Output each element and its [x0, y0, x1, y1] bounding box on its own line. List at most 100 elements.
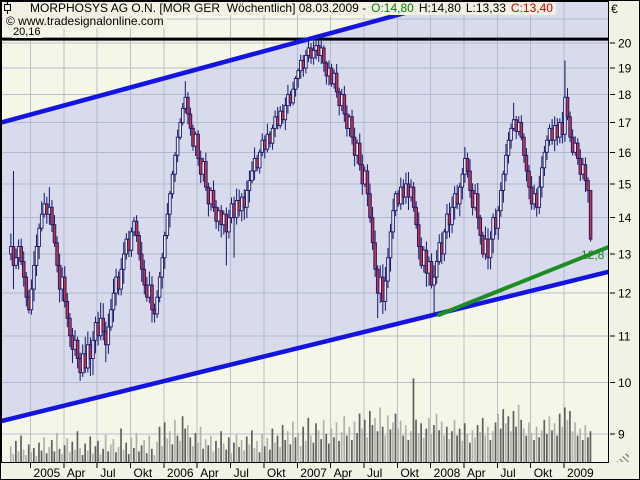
- volume-bar: [215, 440, 217, 462]
- candle-body: [32, 264, 36, 290]
- volume-bar: [209, 435, 212, 462]
- volume-bar: [394, 413, 397, 462]
- candle-body: [432, 276, 436, 286]
- volume-bar: [343, 416, 346, 462]
- volume-bar: [176, 435, 179, 462]
- volume-bar: [266, 438, 269, 462]
- volume-bar: [271, 428, 274, 462]
- candle-body: [186, 96, 190, 115]
- volume-bar: [50, 440, 53, 462]
- candle-body: [111, 292, 116, 311]
- candle-body: [373, 242, 377, 270]
- candle-body: [68, 317, 72, 337]
- volume-bar: [217, 447, 220, 462]
- volume-bar: [589, 431, 592, 462]
- volume-bar: [535, 426, 538, 462]
- candle-body: [24, 276, 29, 298]
- volume-bar: [345, 435, 348, 462]
- volume-bar: [9, 446, 12, 462]
- volume-bar: [576, 435, 579, 462]
- volume-bar: [312, 442, 315, 462]
- volume-bar: [220, 431, 222, 462]
- volume-bar: [410, 431, 412, 462]
- candle-body: [122, 253, 126, 270]
- candle-body: [250, 170, 254, 182]
- volume-bar: [133, 447, 135, 462]
- volume-bar: [248, 444, 251, 462]
- volume-bar: [322, 419, 325, 462]
- candle-body: [475, 193, 480, 219]
- volume-bar: [530, 432, 533, 462]
- candle-body: [227, 217, 231, 233]
- volume-bar: [461, 440, 464, 462]
- volume-bar: [307, 418, 310, 462]
- volume-bar: [540, 430, 543, 462]
- volume-bar: [174, 419, 176, 462]
- volume-bar: [443, 435, 446, 462]
- candle-body: [522, 136, 526, 156]
- resistance-price-label: 20,16: [12, 26, 42, 38]
- date-axis-label: Okt: [134, 466, 153, 480]
- candle-body: [91, 339, 95, 359]
- trendline[interactable]: [1, 1, 608, 125]
- date-axis-label: Apr: [334, 466, 353, 480]
- volume-bar: [425, 428, 428, 462]
- volume-bar: [463, 423, 466, 462]
- candle-body: [370, 217, 375, 244]
- volume-bar: [507, 416, 510, 462]
- volume-bar: [156, 441, 158, 462]
- volume-bar: [25, 454, 27, 462]
- candlestick-series: [9, 37, 593, 381]
- candle-body: [411, 186, 416, 208]
- volume-bar: [22, 449, 25, 462]
- open-value: O:14,80: [371, 1, 414, 15]
- volume-bar: [91, 453, 94, 462]
- volume-bar: [192, 446, 194, 462]
- volume-bar: [17, 451, 20, 462]
- candle-body: [304, 54, 308, 69]
- volume-bar: [499, 428, 502, 462]
- volume-bar: [474, 437, 476, 462]
- plot-area[interactable]: [1, 1, 608, 462]
- volume-bar: [563, 407, 566, 462]
- candle-body: [545, 139, 549, 153]
- candle-body: [519, 122, 524, 138]
- resize-grip-icon[interactable]: [616, 451, 629, 462]
- volume-bar: [227, 437, 230, 462]
- volume-bar: [76, 431, 79, 462]
- volume-bar: [53, 451, 56, 462]
- candle-body: [163, 235, 167, 259]
- candle-body: [565, 96, 570, 118]
- volume-bar: [102, 448, 104, 462]
- volume-bar: [484, 435, 487, 462]
- volume-bar: [353, 421, 356, 462]
- candle-body: [496, 210, 501, 229]
- candle-body: [137, 235, 141, 255]
- volume-bar: [230, 453, 233, 462]
- candle-body: [334, 72, 339, 93]
- volume-bar: [433, 425, 435, 462]
- candle-body: [429, 261, 434, 286]
- candle-body: [188, 113, 193, 129]
- trend-channel-fill: [1, 1, 608, 422]
- candle-body: [465, 157, 470, 172]
- candle-body: [245, 190, 249, 208]
- volume-bar: [502, 409, 505, 462]
- price-axis-label: 10: [618, 376, 632, 390]
- volume-bar: [153, 454, 156, 462]
- trendline[interactable]: [437, 245, 608, 317]
- volume-bar: [374, 418, 376, 462]
- volume-bar: [338, 440, 340, 462]
- volume-bar: [66, 438, 69, 462]
- volume-bar: [427, 418, 430, 462]
- flag-icon: [4, 1, 25, 28]
- candle-body: [501, 173, 506, 191]
- candle-body: [50, 206, 54, 226]
- trendline-price-label: 12,8: [581, 248, 605, 262]
- volume-bar: [543, 419, 546, 462]
- trendline[interactable]: [1, 269, 608, 424]
- candle-body: [488, 238, 493, 259]
- volume-bar: [145, 453, 148, 462]
- volume-bar: [494, 422, 497, 462]
